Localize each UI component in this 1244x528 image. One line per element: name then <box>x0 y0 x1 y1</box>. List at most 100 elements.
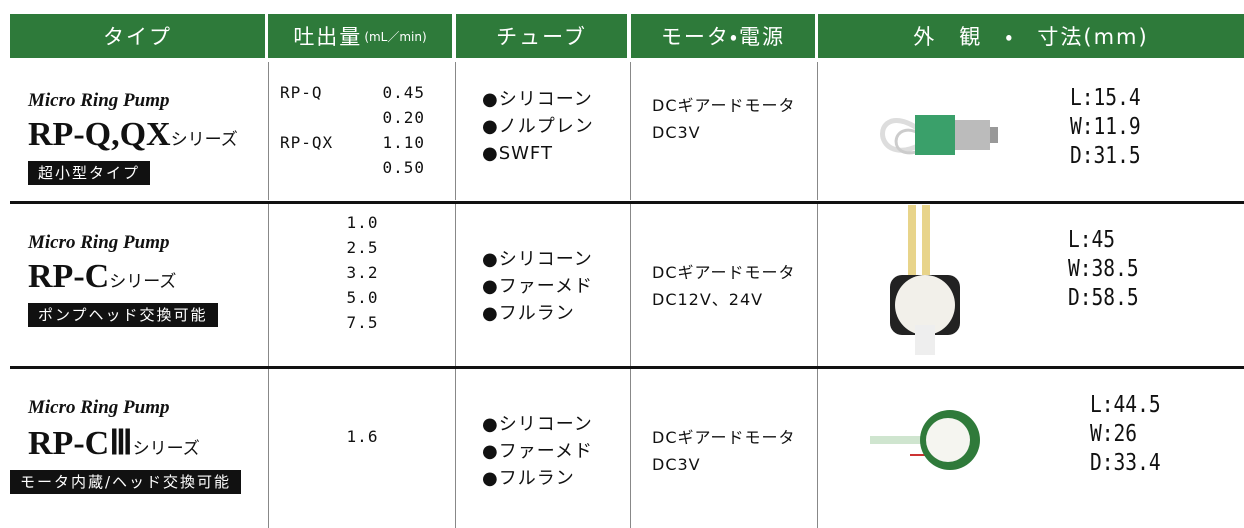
flow-line: 2.5 <box>280 235 445 260</box>
tube: ●フルラン <box>482 468 575 489</box>
dimension: D:58.5 <box>1068 285 1139 311</box>
flow-cell: RP-Q 0.45 0.20 RP-QX 1.10 0.50 <box>280 80 445 180</box>
text: モータ・電源 <box>660 25 786 49</box>
motor: DCギアードモータ <box>652 263 796 282</box>
model: RP-C <box>28 258 110 295</box>
badge-wrap: 超小型タイプ <box>28 161 268 185</box>
flow-line: RP-QX 1.10 <box>280 130 445 155</box>
flow-line: 0.20 <box>280 105 445 130</box>
badge-wrap: ポンプヘッド交換可能 <box>28 303 268 327</box>
motor: DCギアードモータ <box>652 428 796 447</box>
tube: ●シリコーン <box>482 89 593 110</box>
flow-line: RP-Q 0.45 <box>280 80 445 105</box>
type-cell: Micro Ring Pump RP-Cシリーズポンプヘッド交換可能 <box>28 232 268 327</box>
flow-line: 7.5 <box>280 310 445 335</box>
tube-cell: ●シリコーン ●ファーメド ●フルラン <box>482 411 593 492</box>
flow-value: 7.5 <box>346 313 379 332</box>
column-divider <box>817 204 818 366</box>
flow-cell: 1.0 2.5 3.2 5.0 7.5 <box>280 210 445 335</box>
tube: ●シリコーン <box>482 249 593 270</box>
motor: DC3V <box>652 455 701 474</box>
column-divider <box>268 369 269 528</box>
tube-cell: ●シリコーン ●ノルプレン ●SWFT <box>482 86 594 167</box>
model-line: RP-Cシリーズ <box>28 258 268 296</box>
motor-cell: DCギアードモータ DC3V <box>652 92 796 146</box>
flow-line: 1.6 <box>280 424 445 449</box>
brand: Micro Ring Pump <box>28 397 170 418</box>
header-motor: モータ・電源 <box>631 14 815 58</box>
column-divider <box>455 62 456 200</box>
dims-cell: L:45 W:38.5 D:58.5 <box>1068 226 1139 313</box>
suffix: シリーズ <box>109 272 177 292</box>
motor: DC3V <box>652 123 701 142</box>
dimension: L:15.4 <box>1070 85 1141 111</box>
tube: ●ファーメド <box>482 441 593 462</box>
column-divider <box>630 369 631 528</box>
text: タイプ <box>103 25 172 49</box>
flow-value: 0.20 <box>382 108 425 127</box>
column-divider <box>630 62 631 200</box>
suffix: シリーズ <box>170 130 238 150</box>
tube: ●SWFT <box>482 143 553 164</box>
flow-line: 5.0 <box>280 285 445 310</box>
motor-cell: DCギアードモータ DC3V <box>652 424 796 478</box>
text: チューブ <box>496 25 587 49</box>
flow-model: RP-Q <box>280 83 323 102</box>
brand: Micro Ring Pump <box>28 232 170 253</box>
header-flow: 吐出量 (mL／min) <box>268 14 452 58</box>
header-type: タイプ <box>10 14 265 58</box>
motor: DC12V、24V <box>652 290 764 309</box>
unit: (mL／min) <box>364 29 427 44</box>
model-line: RP-Q,QXシリーズ <box>28 116 268 154</box>
dimension: L:44.5 <box>1090 392 1161 418</box>
tube: ●シリコーン <box>482 414 593 435</box>
motor-cell: DCギアードモータ DC12V、24V <box>652 259 796 313</box>
row-divider <box>10 366 1244 369</box>
column-divider <box>455 204 456 366</box>
column-divider <box>268 62 269 200</box>
dimension: W:11.9 <box>1070 114 1141 140</box>
flow-value: 1.0 <box>346 213 379 232</box>
tube-cell: ●シリコーン ●ファーメド ●フルラン <box>482 246 593 327</box>
text: 外 観 ・ 寸法(mm) <box>913 25 1149 49</box>
flow-value: 3.2 <box>346 263 379 282</box>
text: 吐出量 <box>293 25 363 49</box>
column-divider <box>268 204 269 366</box>
type-cell: Micro Ring Pump RP-Q,QXシリーズ 超小型タイプ <box>28 90 268 185</box>
flow-model: RP-QX <box>280 133 334 152</box>
flow-line: 3.2 <box>280 260 445 285</box>
flow-value: 2.5 <box>346 238 379 257</box>
dimension: W:38.5 <box>1068 256 1139 282</box>
dimension: L:45 <box>1068 227 1116 253</box>
dimension: W:26 <box>1090 421 1138 447</box>
motor: DCギアードモータ <box>652 96 796 115</box>
flow-line: 0.50 <box>280 155 445 180</box>
flow-value: 1.10 <box>382 133 425 152</box>
model: RP-CⅢ <box>28 425 133 462</box>
suffix: シリーズ <box>132 439 200 459</box>
pump-image <box>890 205 960 355</box>
type-cell: Micro Ring Pump RP-CⅢシリーズモータ内蔵/ヘッド交換可能 <box>10 397 268 494</box>
badge-wrap: モータ内蔵/ヘッド交換可能 <box>10 470 268 494</box>
model: RP-Q,QX <box>28 116 171 153</box>
row-divider <box>10 201 1244 204</box>
tube: ●フルラン <box>482 303 575 324</box>
column-divider <box>630 204 631 366</box>
dimension: D:33.4 <box>1090 450 1161 476</box>
flow-value: 5.0 <box>346 288 379 307</box>
badge: 超小型タイプ <box>28 161 151 185</box>
flow-value: 0.50 <box>382 158 425 177</box>
dimension: D:31.5 <box>1070 143 1141 169</box>
column-divider <box>455 369 456 528</box>
column-divider <box>817 62 818 200</box>
brand: Micro Ring Pump <box>28 90 170 111</box>
badge: モータ内蔵/ヘッド交換可能 <box>10 470 242 494</box>
tube: ●ファーメド <box>482 276 593 297</box>
dims-cell: L:44.5 W:26 D:33.4 <box>1090 391 1161 478</box>
flow-value: 1.6 <box>346 427 379 446</box>
pump-image <box>870 410 980 470</box>
header-tube: チューブ <box>456 14 627 58</box>
header-appearance: 外 観 ・ 寸法(mm) <box>818 14 1244 58</box>
